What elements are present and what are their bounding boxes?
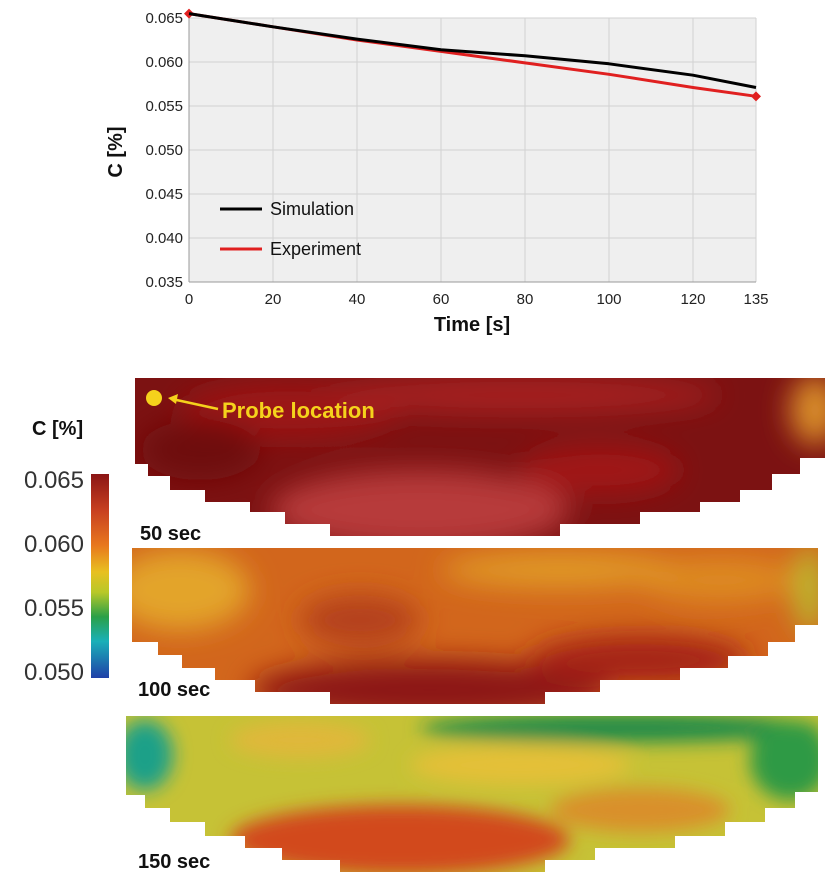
panel-label-100s: 100 sec (138, 679, 210, 701)
y-tick-label: 0.055 (145, 98, 183, 115)
y-tick-label: 0.040 (145, 230, 183, 247)
y-tick-label: 0.050 (145, 142, 183, 159)
legend-label: Experiment (270, 239, 361, 259)
x-tick-label: 120 (680, 291, 705, 308)
colorbar (91, 474, 109, 678)
contour-panel-50s (135, 378, 825, 536)
colorbar-tick-label: 0.055 (24, 595, 84, 622)
probe-arrowhead (168, 394, 178, 404)
colorbar-title: C [%] (32, 418, 83, 440)
contour-panel-100s (132, 548, 818, 704)
panel-label-50s: 50 sec (140, 523, 201, 545)
x-tick-label: 100 (596, 291, 621, 308)
x-tick-label: 135 (743, 291, 768, 308)
colorbar-tick-label: 0.060 (24, 531, 84, 558)
y-tick-label: 0.035 (145, 274, 183, 291)
y-axis-label: C [%] (105, 126, 127, 177)
legend-label: Simulation (270, 199, 354, 219)
probe-arrow (171, 397, 219, 411)
contour-panel-150s (126, 716, 818, 872)
series-marker-experiment (751, 91, 761, 102)
colorbar-tick-label: 0.050 (24, 659, 84, 686)
panel-label-150s: 150 sec (138, 851, 210, 873)
colorbar-tick-label: 0.065 (24, 467, 84, 494)
x-tick-label: 0 (185, 291, 193, 308)
x-tick-label: 40 (349, 291, 366, 308)
x-tick-label: 20 (265, 291, 282, 308)
y-tick-label: 0.065 (145, 10, 183, 27)
probe-marker (146, 390, 162, 406)
series-line-simulation (188, 12, 757, 89)
y-tick-label: 0.060 (145, 54, 183, 71)
probe-label: Probe location (222, 398, 375, 423)
x-axis-label: Time [s] (434, 314, 510, 336)
chart-legend: Simulation Experiment (220, 199, 361, 259)
x-tick-label: 60 (433, 291, 450, 308)
x-tick-label: 80 (517, 291, 534, 308)
colorbar-ticks: 0.065 0.060 0.055 0.050 (24, 467, 84, 686)
y-tick-label: 0.045 (145, 186, 183, 203)
